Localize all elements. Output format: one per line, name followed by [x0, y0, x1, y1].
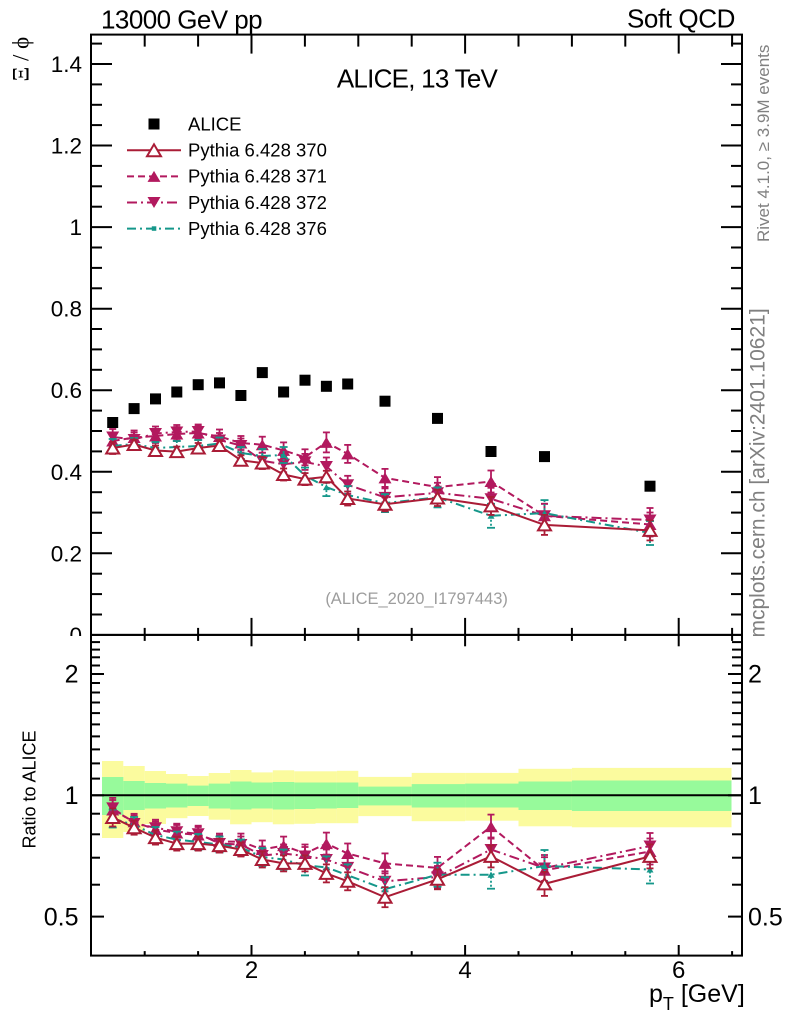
svg-text:0.2: 0.2 [51, 541, 82, 566]
svg-text:0.6: 0.6 [51, 378, 82, 403]
svg-text:13000 GeV pp: 13000 GeV pp [101, 5, 262, 35]
svg-text:Pythia 6.428 372: Pythia 6.428 372 [188, 192, 327, 213]
svg-text:2: 2 [748, 661, 762, 689]
svg-text:Rivet 4.1.0, ≥ 3.9M events: Rivet 4.1.0, ≥ 3.9M events [754, 45, 773, 242]
svg-text:mcplots.cern.ch [arXiv:2401.10: mcplots.cern.ch [arXiv:2401.10621] [747, 308, 770, 637]
svg-text:Ξ / ϕ: Ξ / ϕ [9, 37, 34, 82]
svg-text:1: 1 [748, 782, 762, 810]
svg-text:Pythia 6.428 371: Pythia 6.428 371 [188, 166, 327, 187]
svg-text:1.4: 1.4 [51, 52, 82, 77]
svg-text:0.5: 0.5 [44, 903, 79, 931]
svg-text:Ratio to ALICE: Ratio to ALICE [20, 730, 40, 848]
svg-text:0.4: 0.4 [51, 460, 82, 485]
svg-text:(ALICE_2020_I1797443): (ALICE_2020_I1797443) [325, 590, 508, 608]
svg-text:0.8: 0.8 [51, 297, 82, 322]
svg-text:Pythia 6.428 376: Pythia 6.428 376 [188, 218, 327, 239]
svg-text:1: 1 [69, 215, 82, 240]
svg-text:0.5: 0.5 [748, 903, 783, 931]
svg-text:6: 6 [672, 957, 685, 984]
svg-text:2: 2 [65, 661, 79, 689]
svg-text:4: 4 [458, 957, 471, 984]
svg-text:Pythia 6.428 370: Pythia 6.428 370 [188, 140, 327, 161]
svg-text:ALICE, 13 TeV: ALICE, 13 TeV [337, 64, 499, 94]
svg-text:1.2: 1.2 [51, 134, 82, 159]
svg-text:ALICE: ALICE [188, 113, 241, 134]
svg-text:Soft QCD: Soft QCD [627, 3, 735, 33]
svg-text:2: 2 [245, 957, 258, 984]
svg-text:1: 1 [65, 782, 79, 810]
